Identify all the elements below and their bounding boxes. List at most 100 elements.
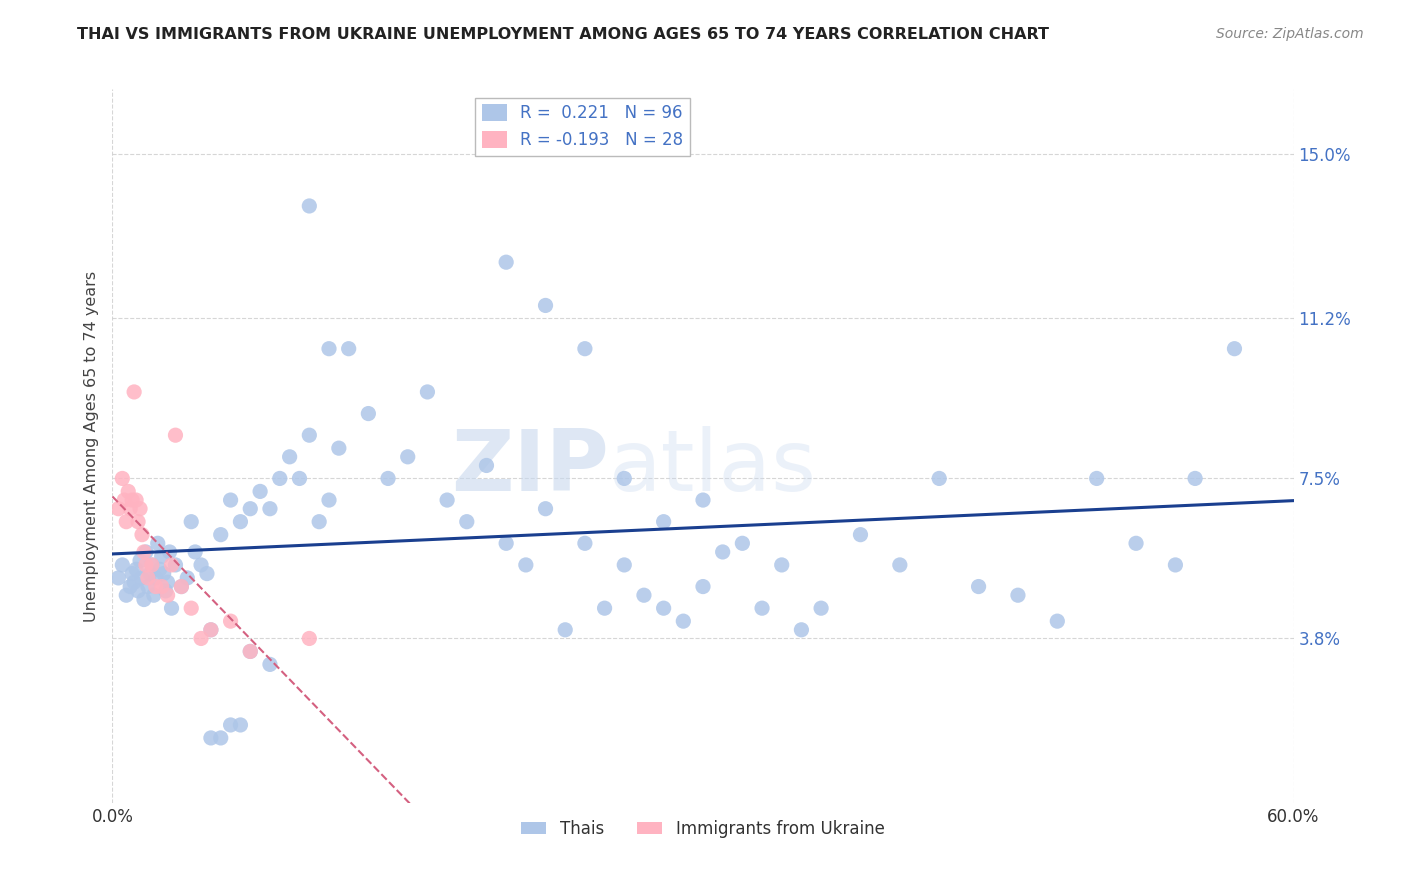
Point [1085,471,1108,485]
Point [131,571,153,585]
Point [135,545,157,559]
Point [259,657,281,672]
Point [136,571,159,585]
Point [318,342,340,356]
Point [159,545,181,559]
Point [495,255,517,269]
Point [278,450,301,464]
Point [613,558,636,572]
Point [574,342,596,356]
Point [176,571,198,585]
Point [156,575,179,590]
Point [613,471,636,485]
Point [180,515,202,529]
Point [219,718,242,732]
Point [132,545,155,559]
Point [337,342,360,356]
Point [672,614,695,628]
Point [239,501,262,516]
Point [142,588,165,602]
Point [155,583,177,598]
Point [967,580,990,594]
Point [1007,588,1029,602]
Point [456,515,478,529]
Point [1164,558,1187,572]
Point [129,501,152,516]
Point [115,515,138,529]
Point [298,199,321,213]
Point [141,558,163,572]
Point [1125,536,1147,550]
Point [633,588,655,602]
Point [298,428,321,442]
Point [160,601,183,615]
Point [141,558,163,572]
Point [219,493,242,508]
Point [318,493,340,508]
Point [145,571,167,585]
Legend: Thais, Immigrants from Ukraine: Thais, Immigrants from Ukraine [515,814,891,845]
Point [111,471,134,485]
Point [652,601,675,615]
Point [229,515,252,529]
Point [195,566,218,581]
Point [298,632,321,646]
Point [652,515,675,529]
Point [770,558,793,572]
Point [554,623,576,637]
Point [810,601,832,615]
Point [593,601,616,615]
Point [117,484,139,499]
Text: ZIP: ZIP [451,425,609,509]
Point [515,558,537,572]
Point [239,644,262,658]
Point [129,553,152,567]
Point [112,493,135,508]
Point [1046,614,1069,628]
Point [184,545,207,559]
Point [136,580,159,594]
Point [259,501,281,516]
Point [357,407,380,421]
Point [107,501,129,516]
Point [495,536,517,550]
Point [190,632,212,646]
Point [1184,471,1206,485]
Point [190,558,212,572]
Point [152,566,174,581]
Point [436,493,458,508]
Point [107,571,129,585]
Point [160,558,183,572]
Point [150,580,173,594]
Point [120,580,142,594]
Point [139,566,162,581]
Point [121,566,143,581]
Y-axis label: Unemployment Among Ages 65 to 74 years: Unemployment Among Ages 65 to 74 years [83,270,98,622]
Point [180,601,202,615]
Point [574,536,596,550]
Text: THAI VS IMMIGRANTS FROM UKRAINE UNEMPLOYMENT AMONG AGES 65 TO 74 YEARS CORRELATI: THAI VS IMMIGRANTS FROM UKRAINE UNEMPLOY… [77,27,1049,42]
Point [131,527,153,541]
Point [219,614,242,628]
Point [200,731,222,745]
Point [692,580,714,594]
Point [165,558,187,572]
Point [534,298,557,312]
Point [269,471,291,485]
Point [170,580,193,594]
Point [209,527,232,541]
Point [229,718,252,732]
Point [127,583,149,598]
Point [416,384,439,399]
Point [288,471,311,485]
Point [121,493,143,508]
Point [475,458,498,473]
Point [534,501,557,516]
Point [111,558,134,572]
Point [731,536,754,550]
Point [308,515,330,529]
Point [200,623,222,637]
Point [790,623,813,637]
Point [120,501,142,516]
Point [928,471,950,485]
